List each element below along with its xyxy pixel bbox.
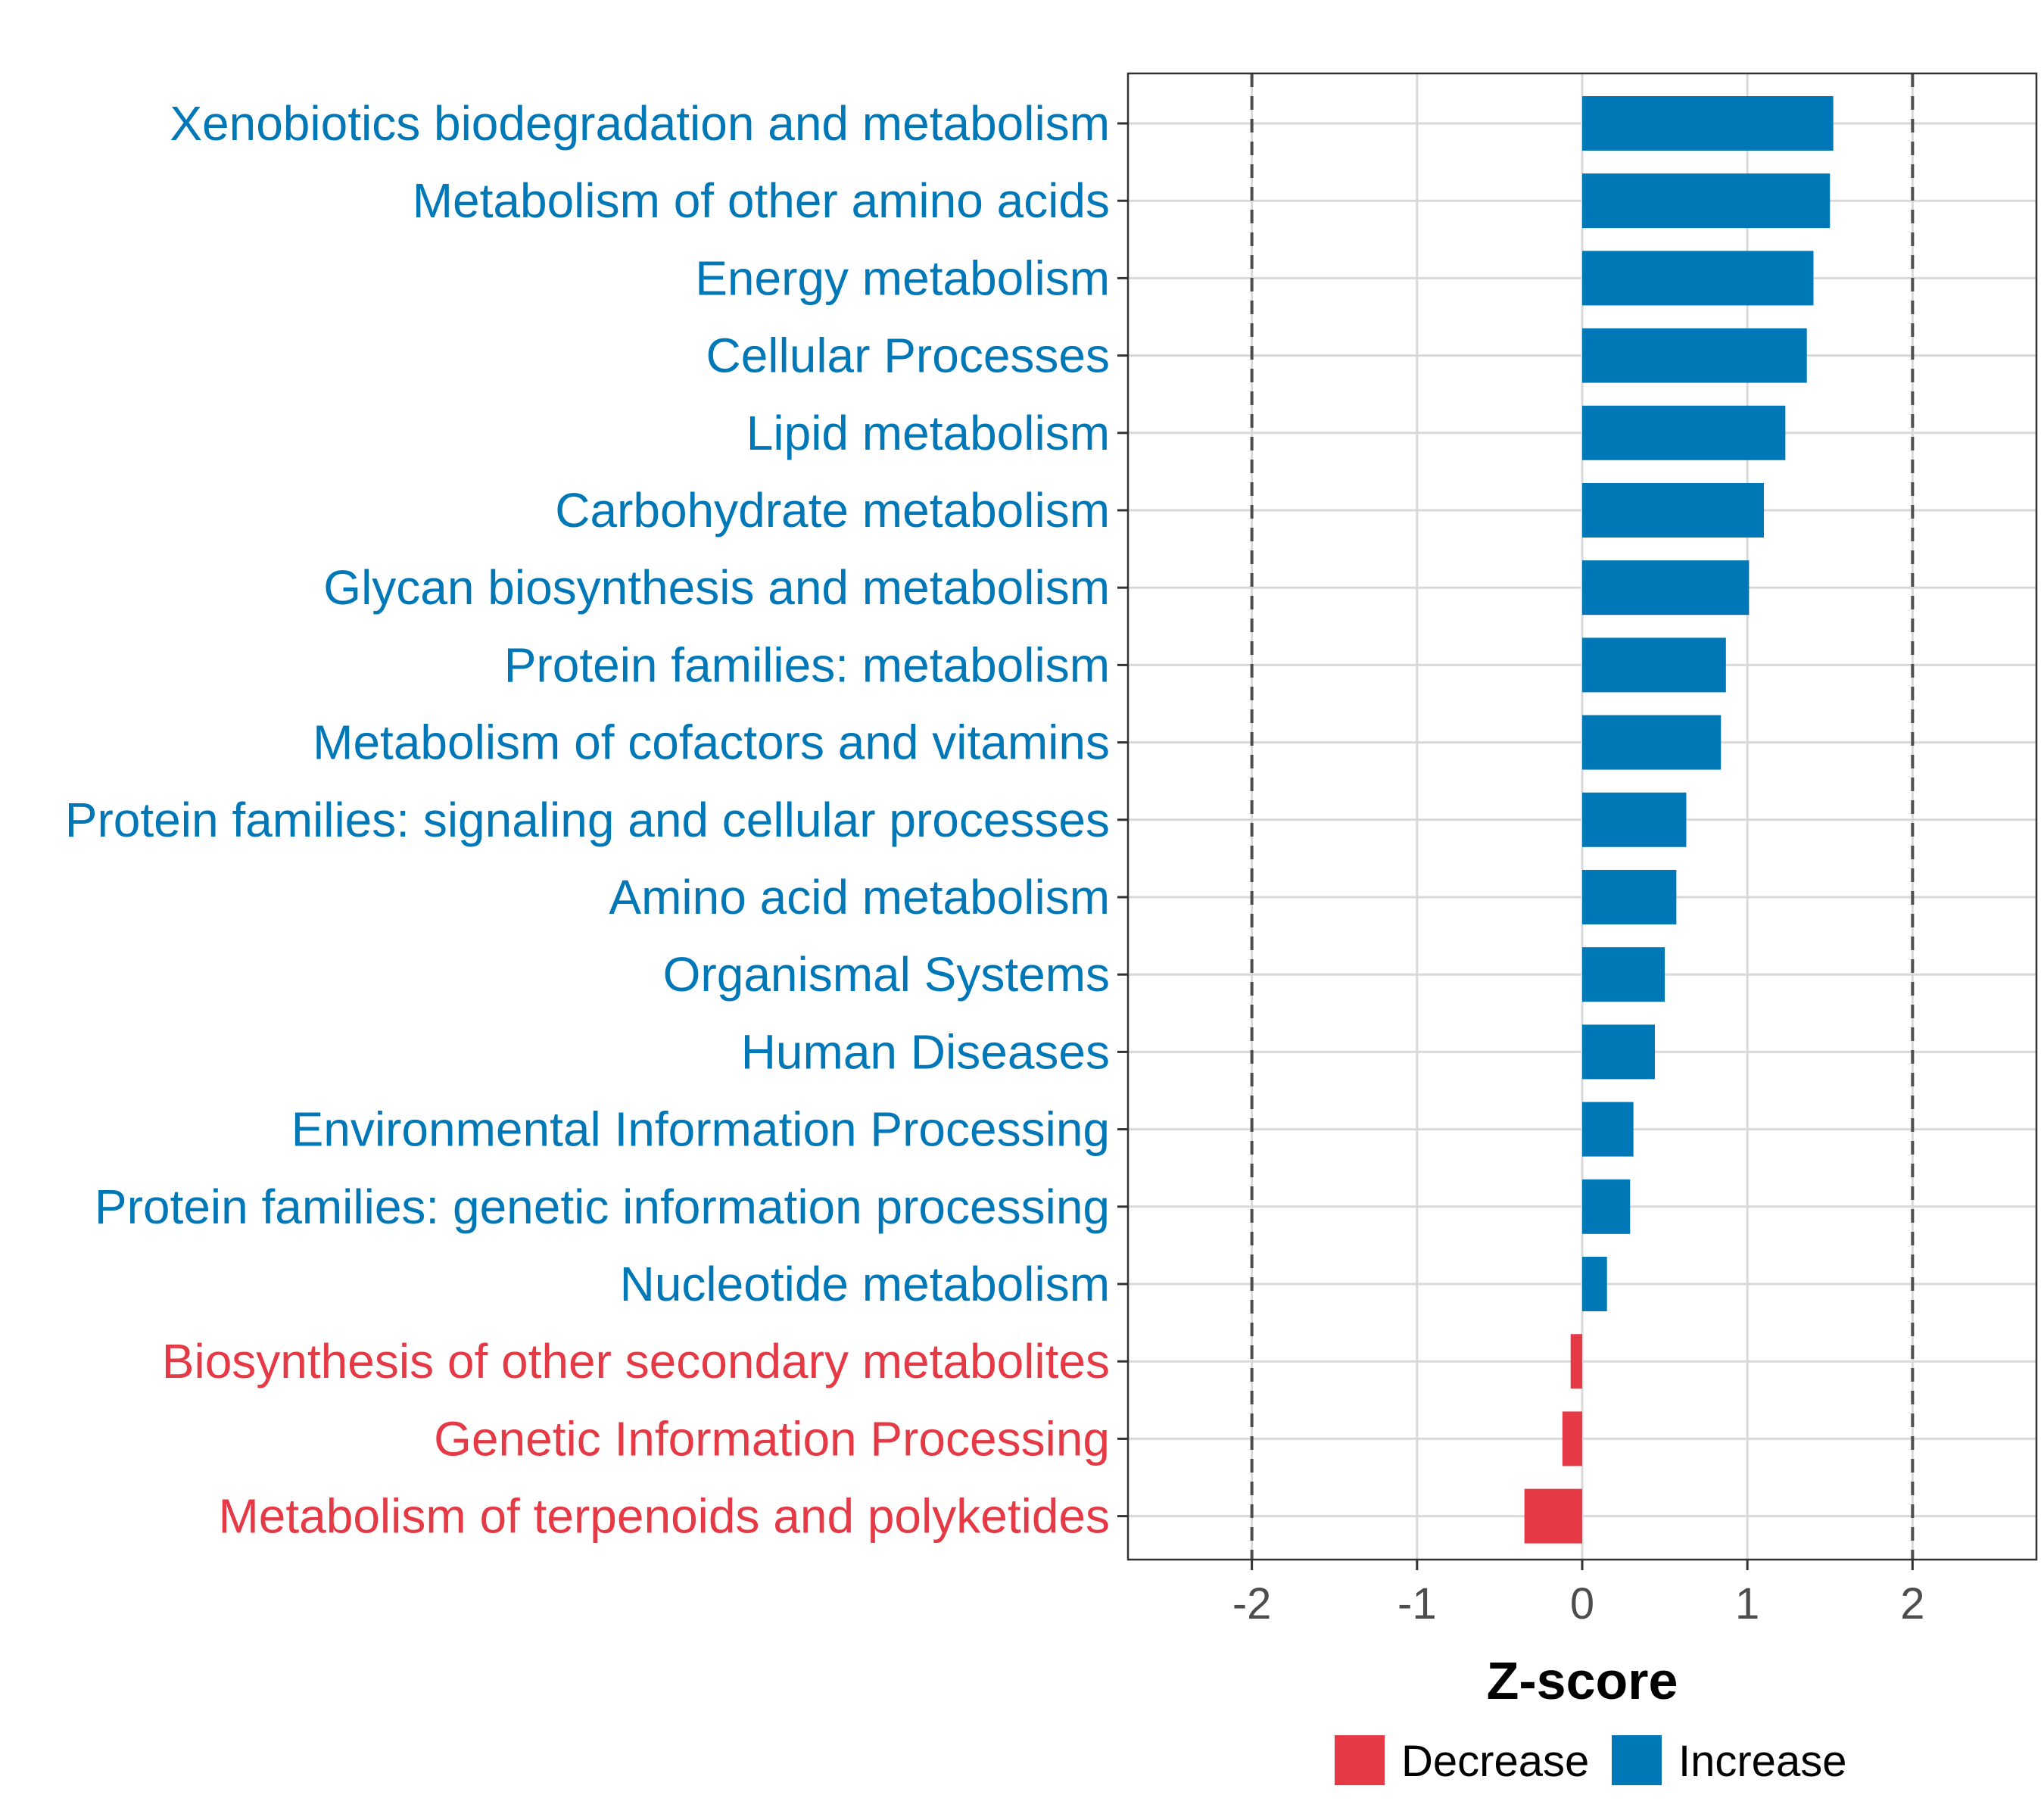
category-label: Protein families: genetic information pr… xyxy=(95,1180,1110,1234)
bar xyxy=(1582,483,1764,538)
x-ticks xyxy=(1251,1560,1914,1570)
category-label: Glycan biosynthesis and metabolism xyxy=(323,560,1110,615)
bar xyxy=(1524,1488,1582,1544)
bar xyxy=(1582,405,1786,460)
x-tick-label: -2 xyxy=(1232,1579,1272,1628)
category-label: Nucleotide metabolism xyxy=(620,1257,1110,1311)
category-label: Xenobiotics biodegradation and metabolis… xyxy=(170,96,1110,151)
category-label: Organismal Systems xyxy=(663,947,1110,1002)
category-label: Cellular Processes xyxy=(706,329,1110,383)
bar xyxy=(1582,1024,1655,1080)
bar xyxy=(1582,560,1750,616)
bar xyxy=(1582,1257,1607,1311)
legend-swatch-decrease xyxy=(1335,1735,1385,1785)
category-labels: Xenobiotics biodegradation and metabolis… xyxy=(65,96,1110,1544)
category-label: Lipid metabolism xyxy=(746,406,1110,460)
bars-layer xyxy=(1524,96,1834,1544)
legend-swatch-increase xyxy=(1612,1735,1662,1785)
bar xyxy=(1582,251,1814,306)
bar xyxy=(1582,637,1726,693)
category-label: Protein families: metabolism xyxy=(504,637,1110,692)
threshold-lines xyxy=(1250,73,1915,1560)
bar xyxy=(1582,1179,1631,1234)
x-tick-label: 2 xyxy=(1900,1579,1924,1628)
category-label: Protein families: signaling and cellular… xyxy=(65,793,1110,847)
bar xyxy=(1582,1102,1634,1157)
category-label: Metabolism of other amino acids xyxy=(413,173,1110,228)
bar xyxy=(1570,1334,1582,1389)
x-tick-label: -1 xyxy=(1397,1579,1437,1628)
category-label: Metabolism of cofactors and vitamins xyxy=(313,715,1110,770)
bar xyxy=(1582,792,1687,847)
legend-label-decrease: Decrease xyxy=(1401,1737,1589,1786)
bar xyxy=(1582,173,1831,229)
x-tick-labels: -2 -1 0 1 2 xyxy=(1232,1579,1925,1628)
bar xyxy=(1582,715,1722,770)
category-label: Amino acid metabolism xyxy=(609,870,1110,924)
x-tick-label: 1 xyxy=(1735,1579,1759,1628)
legend: Decrease Increase xyxy=(1335,1735,1846,1786)
bar xyxy=(1582,96,1834,151)
bar xyxy=(1582,870,1677,924)
category-label: Human Diseases xyxy=(741,1024,1110,1079)
category-label: Biosynthesis of other secondary metaboli… xyxy=(162,1334,1110,1388)
x-axis-title: Z-score xyxy=(1487,1651,1678,1710)
bar xyxy=(1562,1411,1582,1466)
category-label: Metabolism of terpenoids and polyketides xyxy=(218,1489,1110,1544)
legend-label-increase: Increase xyxy=(1678,1737,1846,1786)
category-label: Environmental Information Processing xyxy=(291,1102,1110,1157)
bar xyxy=(1582,328,1807,383)
category-label: Carbohydrate metabolism xyxy=(555,483,1110,538)
category-label: Energy metabolism xyxy=(695,251,1110,305)
bar xyxy=(1582,947,1665,1002)
y-ticks xyxy=(1117,122,1128,1518)
category-label: Genetic Information Processing xyxy=(434,1411,1110,1466)
x-tick-label: 0 xyxy=(1570,1579,1594,1628)
